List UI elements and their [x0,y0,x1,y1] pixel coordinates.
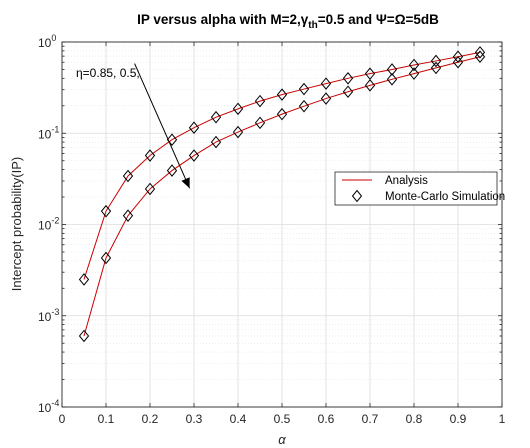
simulation-marker [78,329,90,343]
y-tick-label: 10-4 [38,398,59,415]
annotation-arrow-head [181,177,190,189]
chart-title: IP versus alpha with M=2,γth=0.5 and Ψ=Ω… [137,12,439,31]
analysis-line-2 [83,56,481,337]
simulation-marker [144,149,156,162]
simulation-marker [408,58,420,72]
simulation-marker [386,63,398,76]
annotation-text: η=0.85, 0.5; [76,66,140,80]
simulation-marker [188,149,200,162]
simulation-marker [78,273,90,286]
simulation-marker [298,99,310,113]
data-series [83,51,481,337]
legend-marker-simulation [351,189,363,203]
x-tick-label: 0.9 [450,412,467,426]
simulation-marker [100,204,112,218]
simulation-marker [210,135,222,149]
x-tick-label: 0.5 [274,412,291,426]
y-tick-label: 10-2 [38,216,59,233]
x-tick-label: 0.8 [406,412,423,426]
simulation-marker [254,94,266,108]
y-tick-label: 10-3 [38,307,59,324]
legend-box [334,171,498,206]
simulation-marker [408,67,420,80]
analysis-line-1 [83,51,481,280]
y-tick-labels: 100 10-1 10-2 10-3 10-4 [38,33,59,415]
simulation-marker [342,72,354,85]
simulation-marker [232,102,244,116]
simulation-marker [474,46,486,59]
legend-label-analysis: Analysis [385,175,428,187]
simulation-marker [430,54,442,68]
simulation-marker [320,92,332,105]
x-tick-label: 0.3 [186,412,203,426]
legend-label-simulation: Monte-Carlo Simulation [385,191,505,203]
data-markers [78,46,486,343]
simulation-marker [276,88,288,101]
axes [61,41,503,408]
x-axis-label: α [278,432,286,447]
y-axis-label: Intercept probability(IP) [9,157,24,291]
simulation-marker [364,79,376,92]
simulation-marker [166,164,178,177]
simulation-marker [232,125,244,139]
simulation-marker [430,61,442,75]
simulation-marker [100,251,112,265]
simulation-marker [474,50,486,63]
annotation-arrow-shaft [134,63,191,189]
x-tick-label: 0.7 [362,412,379,426]
legend: Analysis Monte-Carlo Simulation [334,171,505,206]
x-tick-label: 0.4 [230,412,247,426]
simulation-marker [320,77,332,90]
simulation-marker [386,73,398,86]
simulation-marker [298,82,310,96]
y-tick-label: 100 [38,33,56,50]
y-tick-label: 10-1 [38,124,59,141]
x-tick-labels: 0 0.1 0.2 0.3 0.4 0.5 0.6 0.7 0.8 0.9 1 [59,412,506,426]
x-tick-label: 0.2 [142,412,159,426]
simulation-marker [122,169,134,183]
simulation-marker [254,116,266,130]
simulation-marker [188,121,200,135]
annotation-arrow [134,63,191,189]
simulation-marker [342,85,354,99]
simulation-marker [166,133,178,146]
x-tick-label: 0.6 [318,412,335,426]
grid-lines [62,42,502,408]
simulation-marker [452,50,464,63]
simulation-marker [210,110,222,124]
simulation-marker [144,182,156,196]
x-tick-label: 0.1 [98,412,115,426]
x-tick-label: 0 [59,412,66,426]
x-tick-label: 1 [499,412,506,426]
simulation-marker [452,55,464,69]
simulation-marker [122,209,134,222]
simulation-marker [276,107,288,121]
